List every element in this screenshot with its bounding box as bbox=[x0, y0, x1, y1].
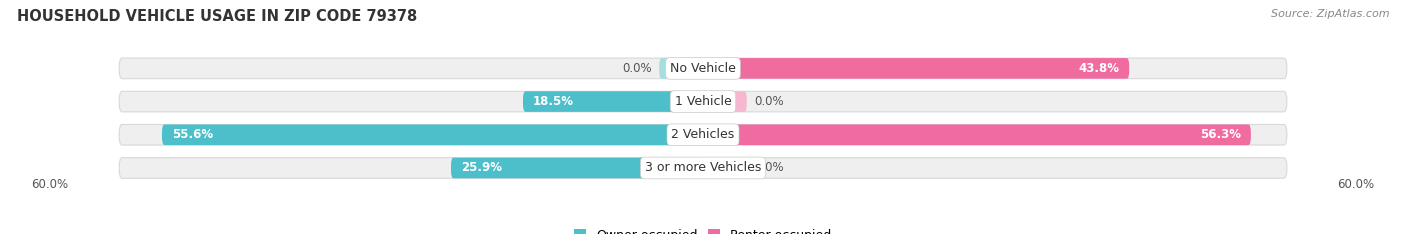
FancyBboxPatch shape bbox=[659, 58, 703, 79]
Text: 1 Vehicle: 1 Vehicle bbox=[675, 95, 731, 108]
Text: 43.8%: 43.8% bbox=[1078, 62, 1119, 75]
Text: HOUSEHOLD VEHICLE USAGE IN ZIP CODE 79378: HOUSEHOLD VEHICLE USAGE IN ZIP CODE 7937… bbox=[17, 9, 418, 24]
FancyBboxPatch shape bbox=[451, 158, 703, 178]
FancyBboxPatch shape bbox=[703, 158, 747, 178]
Text: 25.9%: 25.9% bbox=[461, 161, 502, 175]
Text: 0.0%: 0.0% bbox=[621, 62, 651, 75]
FancyBboxPatch shape bbox=[703, 124, 1251, 145]
Text: 3 or more Vehicles: 3 or more Vehicles bbox=[645, 161, 761, 175]
Legend: Owner-occupied, Renter-occupied: Owner-occupied, Renter-occupied bbox=[568, 223, 838, 234]
FancyBboxPatch shape bbox=[162, 124, 703, 145]
Text: Source: ZipAtlas.com: Source: ZipAtlas.com bbox=[1271, 9, 1389, 19]
FancyBboxPatch shape bbox=[523, 91, 703, 112]
Text: 60.0%: 60.0% bbox=[31, 178, 69, 190]
FancyBboxPatch shape bbox=[703, 58, 1129, 79]
FancyBboxPatch shape bbox=[120, 58, 1286, 79]
FancyBboxPatch shape bbox=[120, 91, 1286, 112]
Text: 60.0%: 60.0% bbox=[1337, 178, 1375, 190]
Text: 0.0%: 0.0% bbox=[755, 95, 785, 108]
Text: 2 Vehicles: 2 Vehicles bbox=[672, 128, 734, 141]
Text: 56.3%: 56.3% bbox=[1201, 128, 1241, 141]
Text: 55.6%: 55.6% bbox=[172, 128, 212, 141]
Text: 0.0%: 0.0% bbox=[755, 161, 785, 175]
Text: No Vehicle: No Vehicle bbox=[671, 62, 735, 75]
Text: 18.5%: 18.5% bbox=[533, 95, 574, 108]
FancyBboxPatch shape bbox=[120, 124, 1286, 145]
FancyBboxPatch shape bbox=[120, 158, 1286, 178]
FancyBboxPatch shape bbox=[703, 91, 747, 112]
